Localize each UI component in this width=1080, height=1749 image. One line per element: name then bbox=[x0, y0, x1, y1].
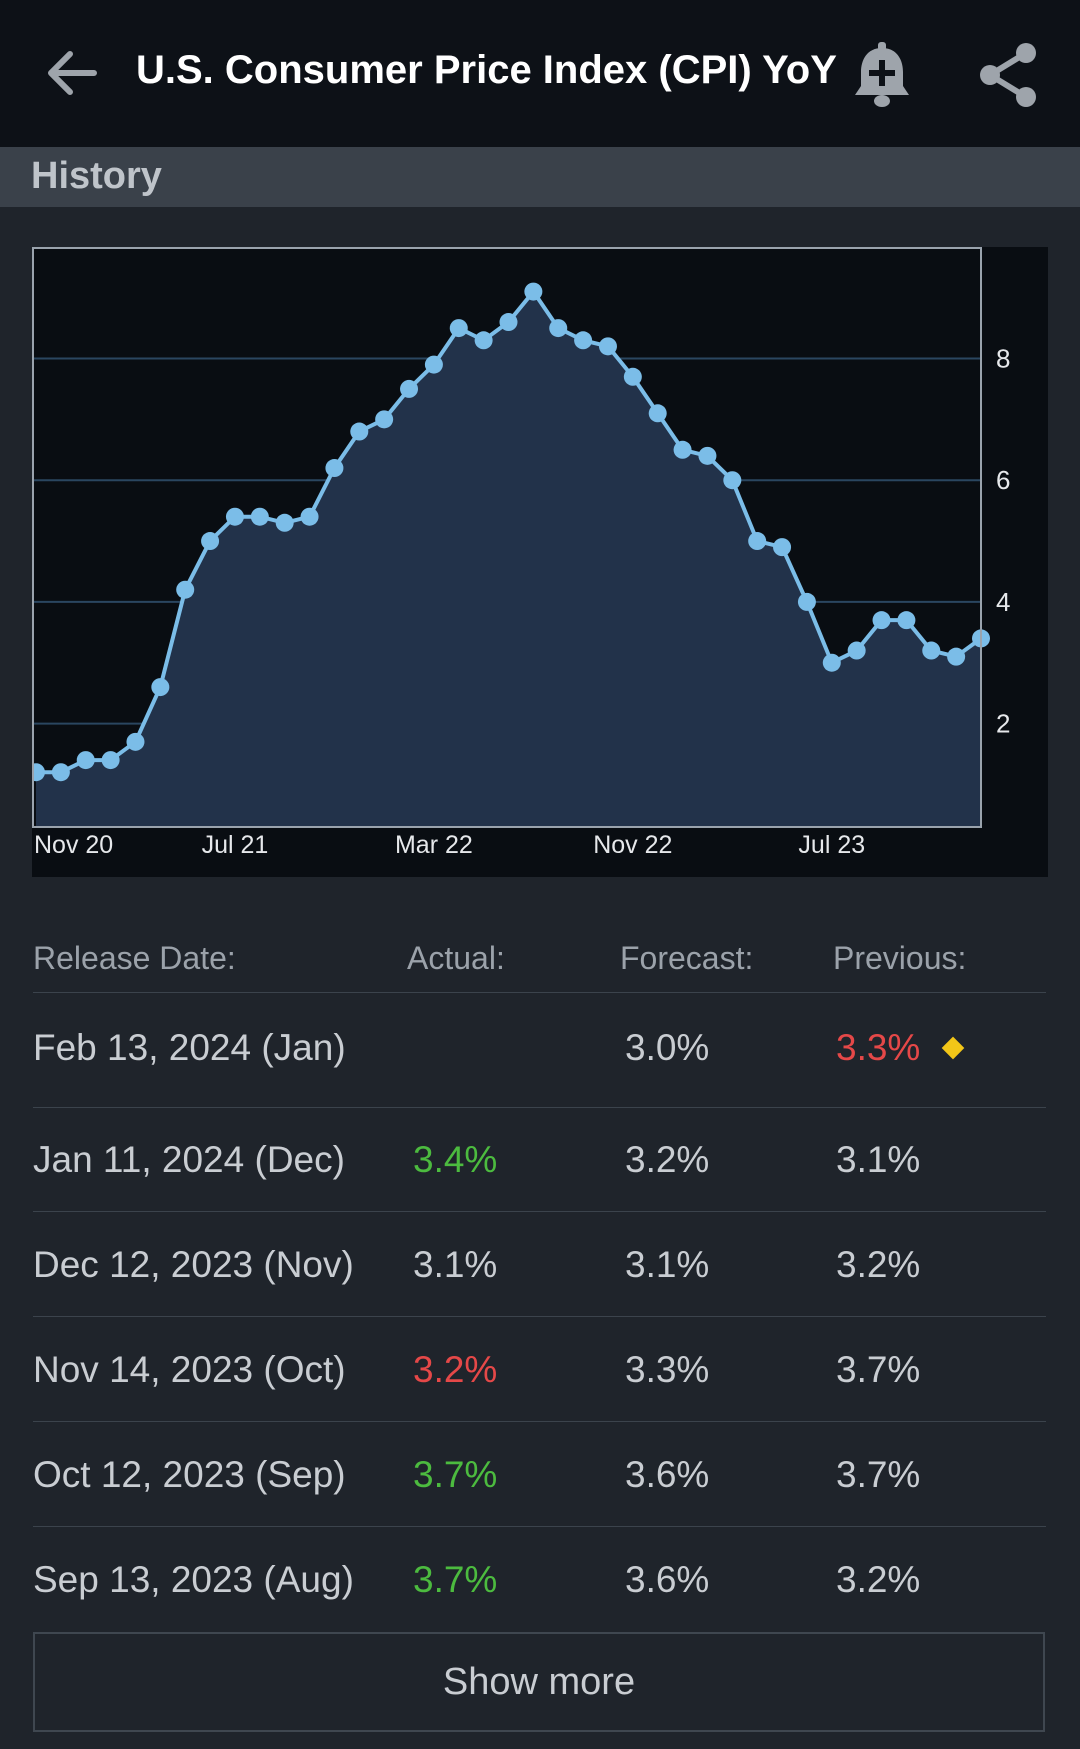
data-point bbox=[847, 641, 866, 660]
share-button[interactable] bbox=[976, 42, 1040, 108]
app-bar: U.S. Consumer Price Index (CPI) YoY bbox=[0, 0, 1080, 147]
data-point bbox=[101, 751, 120, 770]
revision-diamond-icon bbox=[941, 1036, 965, 1060]
share-icon bbox=[980, 43, 1036, 107]
x-tick-label: Jul 21 bbox=[202, 831, 269, 859]
plot-frame bbox=[32, 247, 982, 828]
header-release-date: Release Date: bbox=[33, 940, 236, 976]
actual-value: 3.7% bbox=[413, 1559, 498, 1600]
header-previous: Previous: bbox=[833, 940, 967, 976]
data-point bbox=[325, 459, 344, 478]
data-point bbox=[400, 379, 419, 398]
data-point bbox=[424, 355, 443, 374]
release-date: Dec 12, 2023 (Nov) bbox=[33, 1244, 354, 1285]
series-area bbox=[36, 291, 981, 828]
release-date: Jan 11, 2024 (Dec) bbox=[33, 1139, 345, 1180]
data-point bbox=[300, 507, 319, 526]
previous-value: 3.7% bbox=[836, 1349, 921, 1390]
data-point bbox=[275, 513, 294, 532]
page-title: U.S. Consumer Price Index (CPI) YoY bbox=[136, 48, 837, 92]
data-point bbox=[499, 313, 518, 332]
data-point bbox=[748, 532, 767, 551]
release-date: Oct 12, 2023 (Sep) bbox=[33, 1454, 346, 1495]
data-point bbox=[151, 678, 170, 697]
actual-value: 3.1% bbox=[413, 1244, 498, 1285]
x-tick-label: Nov 22 bbox=[593, 831, 672, 859]
data-point bbox=[76, 751, 95, 770]
release-date: Feb 13, 2024 (Jan) bbox=[33, 1027, 346, 1068]
data-point bbox=[350, 422, 369, 441]
data-point bbox=[574, 331, 593, 350]
y-tick-label: 8 bbox=[996, 344, 1010, 374]
release-date: Nov 14, 2023 (Oct) bbox=[33, 1349, 346, 1390]
data-point bbox=[474, 331, 493, 350]
data-point bbox=[27, 763, 45, 782]
data-point bbox=[225, 507, 244, 526]
show-more-label: Show more bbox=[442, 1660, 636, 1703]
x-tick-label: Nov 20 bbox=[34, 831, 113, 859]
header-forecast: Forecast: bbox=[620, 940, 754, 976]
forecast-value: 3.2% bbox=[625, 1139, 710, 1180]
table-row[interactable]: Feb 13, 2024 (Jan) 3.0% 3.3% bbox=[33, 992, 1046, 1108]
table-row[interactable]: Nov 14, 2023 (Oct) 3.2% 3.3% 3.7% bbox=[33, 1317, 1046, 1422]
data-point bbox=[872, 611, 891, 630]
y-tick-label: 6 bbox=[996, 465, 1010, 495]
previous-value: 3.7% bbox=[836, 1454, 921, 1495]
bell-plus-icon bbox=[855, 42, 909, 107]
show-more-button[interactable]: Show more bbox=[33, 1632, 1045, 1732]
chart-svg: 2 4 6 8 Nov 20 Jul 21 Mar 22 Nov 22 Jul 23 bbox=[27, 247, 1048, 877]
data-point bbox=[176, 580, 195, 599]
forecast-value: 3.3% bbox=[625, 1349, 710, 1390]
y-tick-label: 2 bbox=[996, 709, 1010, 739]
data-point bbox=[623, 367, 642, 386]
data-point bbox=[51, 763, 70, 782]
data-point bbox=[126, 732, 145, 751]
x-tick-label: Mar 22 bbox=[395, 831, 473, 859]
history-section-header: History bbox=[0, 147, 1080, 207]
data-point bbox=[648, 404, 667, 423]
section-title: History bbox=[31, 155, 162, 197]
data-point bbox=[822, 653, 841, 672]
data-point bbox=[673, 440, 692, 459]
data-point bbox=[922, 641, 941, 660]
data-point bbox=[723, 471, 742, 490]
previous-value: 3.2% bbox=[836, 1244, 921, 1285]
table-header: Release Date: Actual: Forecast: Previous… bbox=[33, 938, 1046, 993]
back-button[interactable] bbox=[40, 42, 102, 104]
data-point bbox=[947, 647, 966, 666]
table-row[interactable]: Dec 12, 2023 (Nov) 3.1% 3.1% 3.2% bbox=[33, 1212, 1046, 1317]
data-point bbox=[698, 446, 717, 465]
header-actual: Actual: bbox=[407, 940, 505, 976]
table-row[interactable]: Jan 11, 2024 (Dec) 3.4% 3.2% 3.1% bbox=[33, 1107, 1046, 1212]
forecast-value: 3.1% bbox=[625, 1244, 710, 1285]
actual-value: 3.7% bbox=[413, 1454, 498, 1495]
data-point bbox=[449, 319, 468, 338]
cpi-history-chart: 2 4 6 8 Nov 20 Jul 21 Mar 22 Nov 22 Jul 23 bbox=[27, 247, 1048, 877]
data-point bbox=[598, 337, 617, 356]
forecast-value: 3.6% bbox=[625, 1454, 710, 1495]
arrow-left-icon bbox=[48, 51, 97, 95]
data-point bbox=[250, 507, 269, 526]
add-alert-button[interactable] bbox=[850, 40, 914, 112]
previous-value: 3.3% bbox=[836, 1027, 921, 1068]
actual-value: 3.4% bbox=[413, 1139, 498, 1180]
data-point bbox=[549, 319, 568, 338]
data-point bbox=[201, 532, 220, 551]
table-row[interactable]: Sep 13, 2023 (Aug) 3.7% 3.6% 3.2% bbox=[33, 1527, 1046, 1631]
forecast-value: 3.6% bbox=[625, 1559, 710, 1600]
data-point bbox=[524, 282, 543, 301]
data-point bbox=[375, 410, 394, 429]
actual-value: 3.2% bbox=[413, 1349, 498, 1390]
x-tick-label: Jul 23 bbox=[798, 831, 865, 859]
previous-value: 3.2% bbox=[836, 1559, 921, 1600]
y-tick-label: 4 bbox=[996, 587, 1010, 617]
release-date: Sep 13, 2023 (Aug) bbox=[33, 1559, 354, 1600]
data-point bbox=[897, 611, 916, 630]
data-point bbox=[773, 538, 792, 557]
table-row[interactable]: Oct 12, 2023 (Sep) 3.7% 3.6% 3.7% bbox=[33, 1422, 1046, 1527]
previous-value: 3.1% bbox=[836, 1139, 921, 1180]
data-point bbox=[797, 592, 816, 611]
forecast-value: 3.0% bbox=[625, 1027, 710, 1068]
